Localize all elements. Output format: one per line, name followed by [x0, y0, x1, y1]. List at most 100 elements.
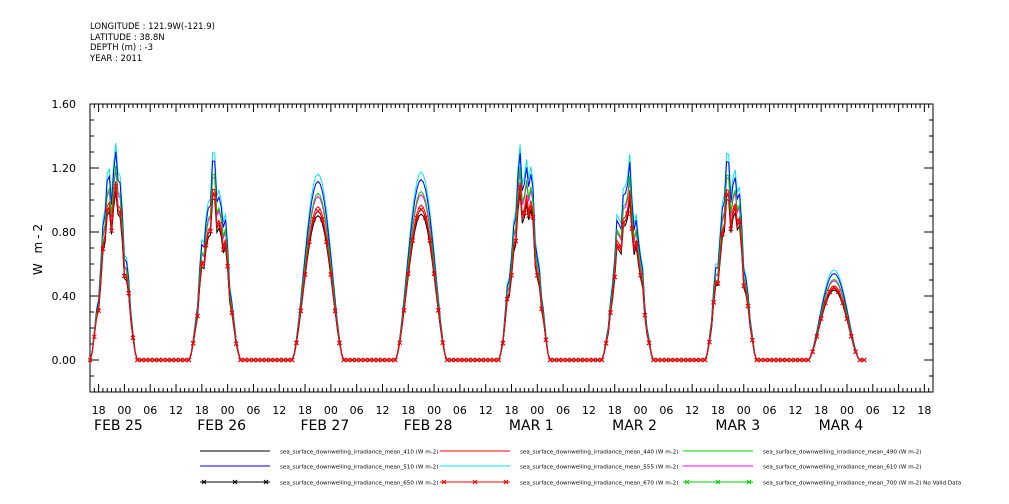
y-tick-label: 1.20	[52, 162, 77, 175]
series-marker	[836, 289, 841, 295]
x-hour-label: 00	[221, 404, 235, 417]
series-marker	[371, 357, 377, 363]
series-line	[89, 181, 865, 361]
x-hour-label: 06	[350, 404, 364, 417]
legend-label: sea_surface_downwelling_irradiance_mean_…	[280, 450, 438, 456]
series-marker	[689, 357, 695, 363]
series-marker	[827, 289, 833, 295]
series-marker	[302, 272, 308, 277]
series-marker	[109, 228, 114, 234]
x-hour-label: 12	[272, 404, 286, 417]
series-marker	[599, 357, 605, 363]
legend-marker	[472, 479, 478, 485]
x-hour-label: 12	[375, 404, 389, 417]
series-marker	[173, 357, 179, 363]
series-marker	[457, 357, 463, 363]
series-line	[89, 165, 865, 361]
series-marker	[263, 357, 269, 363]
series-marker	[767, 357, 772, 363]
series-marker	[233, 341, 239, 347]
series-marker	[418, 207, 424, 212]
series-marker	[281, 357, 286, 363]
series-marker	[793, 357, 798, 363]
series-marker	[573, 357, 579, 363]
x-hour-label: 18	[195, 404, 209, 417]
series-marker	[324, 239, 329, 245]
series-marker	[122, 273, 127, 279]
series-marker	[393, 357, 398, 363]
legend-marker	[441, 479, 447, 485]
x-hour-label: 06	[659, 404, 673, 417]
series-marker	[487, 357, 493, 363]
series-marker	[616, 244, 622, 250]
series-marker	[586, 357, 592, 363]
series-marker	[375, 357, 381, 363]
series-marker	[246, 357, 252, 363]
series-marker	[156, 357, 162, 363]
series-marker	[513, 238, 519, 244]
x-hour-label: 00	[634, 404, 648, 417]
series-marker	[96, 308, 101, 313]
series-line	[89, 186, 865, 361]
series-marker	[100, 246, 106, 252]
series-marker	[565, 357, 570, 363]
series-marker	[818, 316, 824, 322]
series-marker	[294, 340, 299, 346]
series-marker	[195, 313, 200, 319]
x-hour-label: 00	[840, 404, 854, 417]
series-marker	[139, 357, 144, 363]
series-marker	[814, 333, 820, 339]
x-hour-label: 18	[917, 404, 931, 417]
year-label: YEAR : 2011	[90, 53, 143, 64]
series-marker	[840, 300, 846, 306]
series-marker	[517, 185, 523, 190]
series-marker	[706, 339, 712, 345]
depth-label: DEPTH (m) : -3	[90, 43, 153, 53]
series-marker	[848, 333, 854, 339]
series-marker	[165, 357, 170, 363]
series-marker	[724, 192, 729, 198]
series-marker	[470, 357, 476, 363]
series-marker	[853, 349, 858, 355]
series-marker	[500, 340, 506, 346]
series-marker	[629, 226, 635, 231]
legend: sea_surface_downwelling_irradiance_mean_…	[200, 450, 961, 487]
x-date-label: MAR 1	[509, 418, 554, 434]
series-marker	[526, 213, 532, 219]
series-marker	[620, 220, 626, 226]
x-hour-label: 18	[608, 404, 622, 417]
series-marker	[861, 357, 867, 363]
y-axis: 0.00 0.40 0.80 1.20 1.60	[52, 98, 933, 393]
series-marker	[229, 310, 235, 316]
series-marker	[702, 357, 708, 363]
series-marker	[345, 357, 351, 363]
series-marker	[203, 242, 209, 248]
series-marker	[298, 308, 304, 314]
series-marker	[823, 300, 828, 306]
legend-marker	[201, 479, 207, 485]
series-marker	[642, 312, 648, 318]
legend-marker	[715, 479, 721, 485]
x-hour-label: 18	[505, 404, 519, 417]
series-marker	[750, 337, 755, 343]
series-marker	[401, 308, 407, 313]
series-marker	[190, 340, 196, 346]
series-marker	[337, 340, 342, 346]
series-marker	[732, 205, 738, 211]
series-marker	[758, 357, 764, 363]
series-marker	[771, 357, 777, 363]
y-tick-label: 0.00	[52, 354, 77, 367]
series-marker	[405, 271, 411, 276]
series-marker	[431, 271, 437, 276]
series-marker	[805, 357, 811, 363]
series-marker	[547, 357, 553, 363]
series-marker	[603, 340, 609, 346]
series-marker	[306, 239, 312, 245]
series-marker	[543, 337, 549, 343]
x-date-label: MAR 4	[819, 418, 864, 434]
series-marker	[646, 340, 652, 346]
x-hour-label: 06	[143, 404, 157, 417]
series-marker	[208, 228, 213, 234]
series-marker	[350, 357, 355, 363]
series-line	[98, 186, 865, 361]
